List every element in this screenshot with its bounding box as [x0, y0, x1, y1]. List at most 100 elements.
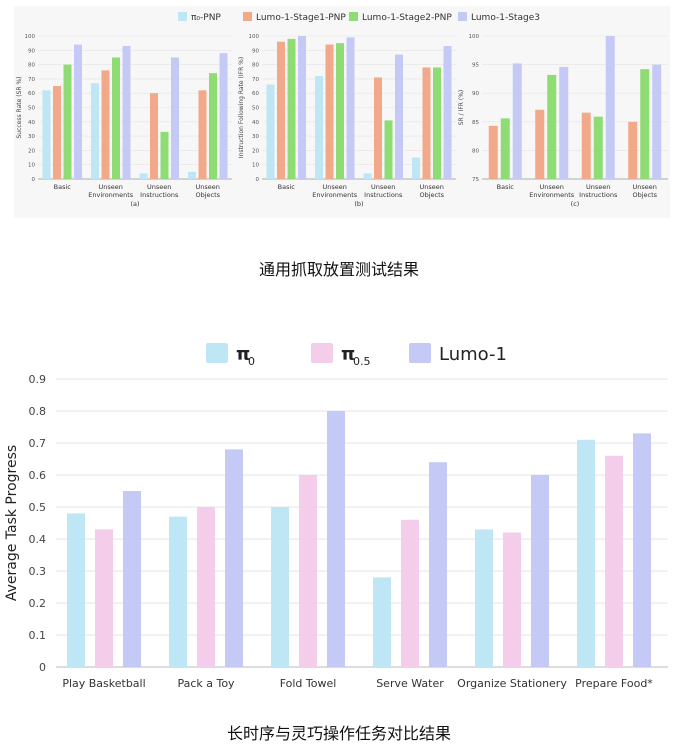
legend-label: π: [341, 344, 355, 365]
bar: [67, 513, 85, 667]
bar: [531, 475, 549, 667]
x-tick-label: Unseen: [371, 183, 395, 191]
bar: [412, 157, 420, 179]
legend-swatch: [349, 12, 358, 21]
y-tick-label: 0: [39, 661, 46, 674]
x-tick-label: Organize Stationery: [457, 677, 567, 690]
bar: [198, 90, 207, 179]
bar: [384, 120, 393, 179]
bar: [593, 116, 603, 179]
bar: [401, 519, 419, 667]
bottom-caption: 长时序与灵巧操作任务对比结果: [226, 724, 451, 743]
x-tick-label: Unseen: [196, 183, 220, 191]
legend-label-subscript: 0: [248, 355, 255, 368]
x-tick-label: Instructions: [579, 191, 618, 199]
bar: [640, 69, 650, 179]
legend-label: Lumo-1: [439, 344, 507, 365]
legend-swatch: [458, 12, 467, 21]
y-tick-label: 50: [252, 106, 259, 112]
bar: [605, 36, 615, 179]
y-tick-label: 70: [252, 77, 259, 83]
bar: [95, 529, 113, 667]
legend-label: π: [236, 344, 250, 365]
bar: [429, 462, 447, 667]
x-tick-label: Environments: [88, 191, 134, 199]
bar: [101, 70, 110, 179]
x-tick-label: Objects: [419, 191, 444, 199]
bar: [535, 109, 545, 179]
bar: [287, 38, 296, 179]
y-tick-label: 90: [28, 48, 35, 54]
bar: [197, 507, 215, 667]
y-tick-label: 100: [469, 34, 480, 40]
bar: [271, 507, 289, 667]
y-tick-label: 90: [252, 48, 259, 54]
x-tick-label: Unseen: [99, 183, 123, 191]
y-tick-label: 0.4: [29, 533, 47, 546]
bar: [373, 577, 391, 667]
bar: [53, 86, 61, 179]
y-tick-label: 80: [252, 63, 259, 69]
y-tick-label: 30: [28, 134, 35, 140]
x-tick-label: Unseen: [633, 183, 657, 191]
y-tick-label: 80: [472, 148, 479, 154]
x-tick-label: Unseen: [147, 183, 171, 191]
bar: [74, 44, 82, 179]
y-tick-label: 75: [472, 177, 479, 183]
legend-swatch: [178, 12, 187, 21]
legend-label: Lumo-1-Stage3: [471, 13, 540, 23]
x-tick-label: Instructions: [140, 191, 179, 199]
bar: [628, 121, 638, 179]
x-tick-label: Basic: [278, 183, 296, 191]
bar: [150, 93, 158, 179]
y-tick-label: 100: [249, 34, 260, 40]
y-axis-label: SR / IFR (%): [458, 90, 465, 126]
bar: [443, 46, 452, 180]
legend-swatch: [311, 343, 333, 363]
bar: [160, 131, 169, 179]
y-tick-label: 20: [252, 148, 259, 154]
top-caption: 通用抓取放置测试结果: [258, 260, 419, 279]
bar: [336, 43, 344, 180]
x-tick-label: Environments: [312, 191, 358, 199]
x-tick-label: Fold Towel: [280, 677, 337, 690]
bar: [277, 41, 285, 179]
y-tick-label: 0.1: [29, 629, 47, 642]
bar: [123, 491, 141, 667]
y-tick-label: 60: [28, 91, 35, 97]
bar: [219, 53, 228, 179]
y-tick-label: 10: [252, 163, 259, 169]
bar: [503, 532, 521, 667]
y-tick-label: 0.2: [29, 597, 47, 610]
x-tick-label: Unseen: [540, 183, 564, 191]
x-tick-label: Pack a Toy: [177, 677, 235, 690]
legend-swatch: [409, 343, 431, 363]
top-legend: π₀-PNP Lumo-1-Stage1-PNP Lumo-1-Stage2-PNP…: [178, 12, 540, 23]
y-tick-label: 100: [25, 34, 36, 40]
y-axis-label: Instruction Following Rate (IFR %): [238, 57, 245, 158]
bar: [315, 76, 323, 179]
bar: [633, 433, 651, 667]
bar: [91, 83, 99, 179]
y-tick-label: 0.8: [29, 405, 47, 418]
y-tick-label: 10: [28, 163, 35, 169]
chart-a: 0 10 20 30 40 50 60 70 80 90 100 Success Rate (SR %…: [16, 34, 232, 208]
bar: [225, 449, 243, 667]
chart-b: 0 10 20 30 40 50 60 70 80 90 100 Instruction Follow…: [238, 34, 456, 208]
x-tick-label: Instructions: [364, 191, 403, 199]
bar: [325, 44, 334, 179]
bar: [42, 90, 51, 179]
legend-label-subscript: 0.5: [353, 355, 371, 368]
bar: [581, 112, 591, 179]
x-tick-label: Unseen: [586, 183, 610, 191]
x-tick-label: Objects: [195, 191, 220, 199]
bottom-legend: π0 π0.5 Lumo-1: [206, 343, 507, 368]
y-tick-label: 50: [28, 106, 35, 112]
bar: [112, 57, 120, 180]
bar: [512, 63, 522, 179]
y-tick-label: 0: [256, 177, 260, 183]
bar: [209, 73, 217, 179]
y-tick-label: 0.9: [29, 373, 47, 386]
bar: [577, 439, 595, 667]
